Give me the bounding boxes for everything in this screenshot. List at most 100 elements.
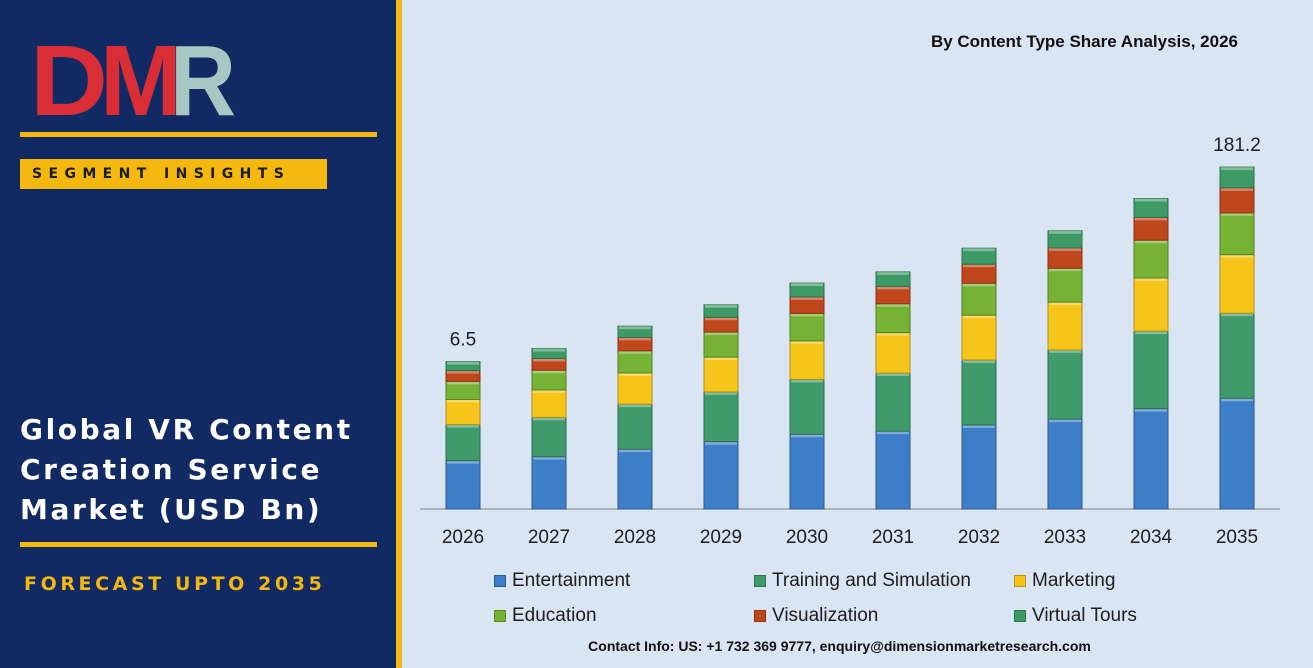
x-tick-label: 2031 — [872, 527, 914, 548]
legend-label: Marketing — [1032, 570, 1116, 591]
logo-divider — [20, 132, 377, 137]
legend-label: Entertainment — [512, 570, 631, 591]
bar-segment-marketing-2026 — [445, 399, 481, 426]
bar-group — [445, 166, 1255, 510]
bar-segment-highlight — [791, 379, 823, 383]
bar-segment-highlight — [447, 381, 479, 385]
bar-segment-highlight — [1049, 247, 1081, 251]
bar-segment-highlight — [705, 391, 737, 395]
bar-segment-virtual-tours-2031 — [875, 271, 911, 287]
bar-segment-training-and-simulation-2029 — [703, 391, 739, 443]
bar-segment-training-and-simulation-2031 — [875, 372, 911, 432]
bar-segment-highlight — [619, 449, 651, 453]
bar-segment-highlight — [533, 456, 565, 460]
bar-segment-highlight — [619, 337, 651, 341]
bar-segment-highlight — [705, 441, 737, 445]
bar-segment-virtual-tours-2035 — [1219, 166, 1255, 189]
bar-segment-training-and-simulation-2032 — [961, 359, 997, 426]
bar-segment-virtual-tours-2029 — [703, 304, 739, 318]
bar-segment-highlight — [533, 358, 565, 362]
bar-segment-highlight — [877, 431, 909, 435]
chart-title: By Content Type Share Analysis, 2026 — [930, 32, 1238, 51]
bar-segment-highlight — [1135, 278, 1167, 281]
bar-segment-highlight — [963, 264, 995, 268]
bar-segment-training-and-simulation-2033 — [1047, 349, 1083, 420]
bar-segment-highlight — [877, 373, 909, 376]
bar-segment-highlight — [791, 434, 823, 438]
chart-legend: Entertainment Training and Simulation Ma… — [494, 568, 1194, 632]
bar-segment-highlight — [1221, 313, 1253, 317]
bar-segment-highlight — [877, 271, 909, 275]
bar-segment-education-2033 — [1047, 267, 1083, 303]
dmr-logo: D M R — [30, 40, 236, 120]
legend-swatch — [494, 610, 506, 622]
x-tick-label: 2026 — [442, 527, 484, 548]
legend-label: Training and Simulation — [772, 570, 971, 591]
bar-segment-highlight — [619, 350, 651, 354]
bar-segment-highlight — [1135, 217, 1167, 221]
bar-segment-education-2030 — [789, 312, 825, 342]
bar-segment-virtual-tours-2033 — [1047, 230, 1083, 249]
forecast-label: FORECAST UPTO 2035 — [24, 573, 326, 595]
x-tick-label: 2033 — [1044, 527, 1086, 548]
legend-item-entertainment: Entertainment — [494, 568, 630, 594]
bar-segment-highlight — [705, 332, 737, 336]
bar-segment-highlight — [963, 248, 995, 252]
title-divider — [20, 542, 377, 547]
market-title: Global VR Content Creation Service Marke… — [20, 410, 390, 530]
bar-segment-highlight — [1221, 398, 1253, 402]
bar-segment-highlight — [963, 425, 995, 428]
bar-segment-education-2028 — [617, 350, 653, 374]
bar-segment-marketing-2032 — [961, 314, 997, 361]
bar-segment-highlight — [1049, 302, 1081, 306]
bar-segment-education-2031 — [875, 303, 911, 334]
bar-segment-entertainment-2032 — [961, 424, 997, 510]
x-tick-label: 2028 — [614, 527, 656, 548]
bar-segment-highlight — [1135, 198, 1167, 202]
bar-segment-highlight — [705, 357, 737, 361]
bar-segment-highlight — [877, 332, 909, 336]
bar-segment-marketing-2033 — [1047, 301, 1083, 351]
bar-segment-highlight — [447, 361, 479, 365]
bar-segment-highlight — [1221, 167, 1253, 171]
bar-segment-education-2032 — [961, 282, 997, 316]
bar-segment-training-and-simulation-2027 — [531, 416, 567, 458]
legend-label: Education — [512, 605, 597, 626]
bar-segment-highlight — [1221, 254, 1253, 258]
bar-segment-highlight — [1135, 240, 1167, 244]
bar-segment-marketing-2027 — [531, 389, 567, 418]
legend-swatch — [754, 575, 766, 587]
legend-swatch — [1014, 575, 1026, 587]
bar-segment-education-2035 — [1219, 212, 1255, 256]
bar-segment-highlight — [1221, 212, 1253, 216]
bar-segment-marketing-2028 — [617, 372, 653, 405]
bar-segment-marketing-2035 — [1219, 254, 1255, 314]
legend-item-marketing: Marketing — [1014, 568, 1115, 594]
legend-label: Virtual Tours — [1032, 605, 1137, 626]
bar-segment-virtual-tours-2027 — [531, 348, 567, 360]
x-tick-labels: 2026 2027 2028 2029 2030 2031 2032 2033 2034 2035 — [442, 527, 1258, 548]
bar-segment-virtual-tours-2026 — [445, 361, 481, 372]
bar-segment-highlight — [791, 296, 823, 300]
x-tick-label: 2029 — [700, 527, 742, 548]
bar-segment-entertainment-2027 — [531, 456, 567, 510]
bar-segment-visualization-2034 — [1133, 216, 1169, 241]
svg-text:R: R — [170, 40, 236, 120]
bar-segment-marketing-2031 — [875, 332, 911, 374]
bar-segment-highlight — [791, 313, 823, 317]
x-tick-label: 2032 — [958, 527, 1000, 548]
bar-segment-highlight — [1135, 331, 1167, 335]
bar-segment-virtual-tours-2030 — [789, 282, 825, 298]
bar-segment-training-and-simulation-2034 — [1133, 330, 1169, 410]
bar-segment-entertainment-2029 — [703, 441, 739, 510]
sidebar-accent-edge — [396, 0, 402, 668]
bar-segment-highlight — [1135, 408, 1167, 412]
legend-swatch — [1014, 610, 1026, 622]
bar-segment-highlight — [705, 304, 737, 308]
x-tick-label: 2030 — [786, 527, 828, 548]
bar-segment-marketing-2029 — [703, 356, 739, 393]
bar-segment-entertainment-2028 — [617, 448, 653, 510]
bar-segment-highlight — [619, 373, 651, 376]
legend-item-visualization: Visualization — [754, 603, 878, 629]
bar-segment-highlight — [1049, 349, 1081, 353]
